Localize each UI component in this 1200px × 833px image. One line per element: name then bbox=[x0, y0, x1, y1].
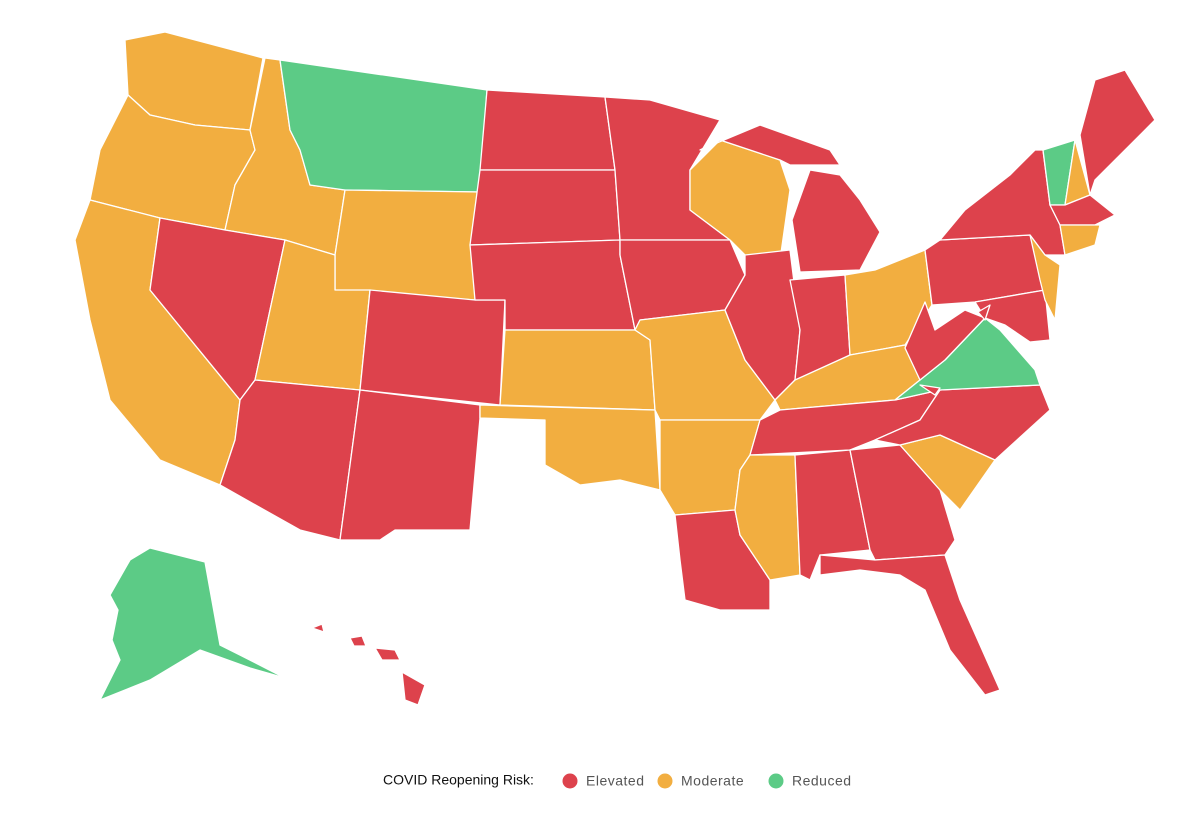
legend-swatch bbox=[562, 773, 578, 789]
state bbox=[359, 289, 506, 406]
state bbox=[819, 554, 1001, 696]
legend-title: COVID Reopening Risk: bbox=[383, 772, 534, 788]
legend-label: Reduced bbox=[792, 773, 852, 789]
state bbox=[401, 671, 426, 706]
state bbox=[904, 301, 986, 381]
state bbox=[1029, 234, 1061, 321]
state bbox=[349, 635, 367, 647]
state bbox=[919, 384, 941, 396]
state bbox=[699, 124, 841, 166]
state bbox=[339, 389, 481, 541]
state bbox=[499, 329, 656, 411]
state bbox=[791, 169, 881, 273]
legend: COVID Reopening Risk: Elevated Moderate Re… bbox=[383, 772, 852, 789]
state bbox=[311, 623, 325, 633]
state bbox=[479, 404, 661, 491]
states bbox=[74, 31, 1156, 706]
state bbox=[1059, 224, 1101, 256]
legend-swatch bbox=[657, 773, 673, 789]
state bbox=[279, 59, 488, 193]
state bbox=[977, 304, 991, 321]
state bbox=[334, 189, 481, 301]
legend-label: Moderate bbox=[681, 773, 744, 789]
legend-swatch bbox=[768, 773, 784, 789]
state bbox=[634, 309, 776, 421]
state bbox=[734, 454, 801, 581]
state bbox=[219, 379, 361, 541]
state bbox=[479, 89, 616, 171]
state bbox=[874, 384, 1051, 461]
state bbox=[99, 547, 286, 701]
state bbox=[1079, 69, 1156, 196]
state bbox=[469, 169, 621, 246]
state bbox=[374, 647, 401, 661]
legend-label: Elevated bbox=[586, 773, 644, 789]
